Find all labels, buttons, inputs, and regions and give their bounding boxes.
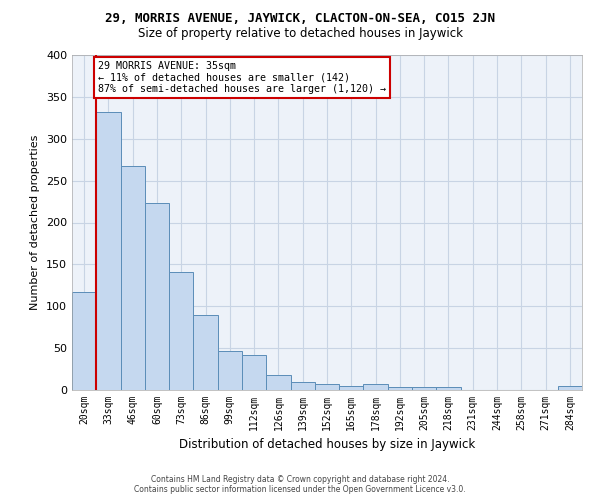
Text: 29, MORRIS AVENUE, JAYWICK, CLACTON-ON-SEA, CO15 2JN: 29, MORRIS AVENUE, JAYWICK, CLACTON-ON-S… xyxy=(105,12,495,26)
Bar xyxy=(412,388,436,390)
Bar xyxy=(266,375,290,390)
Text: Contains HM Land Registry data © Crown copyright and database right 2024.
Contai: Contains HM Land Registry data © Crown c… xyxy=(134,474,466,494)
Bar xyxy=(339,386,364,390)
Bar xyxy=(121,166,145,390)
Bar xyxy=(193,314,218,390)
Bar xyxy=(558,386,582,390)
Bar xyxy=(364,384,388,390)
Bar xyxy=(96,112,121,390)
Y-axis label: Number of detached properties: Number of detached properties xyxy=(31,135,40,310)
X-axis label: Distribution of detached houses by size in Jaywick: Distribution of detached houses by size … xyxy=(179,438,475,452)
Bar xyxy=(218,352,242,390)
Bar xyxy=(72,292,96,390)
Bar xyxy=(388,386,412,390)
Bar xyxy=(145,203,169,390)
Bar xyxy=(315,384,339,390)
Bar xyxy=(290,382,315,390)
Bar xyxy=(242,355,266,390)
Text: Size of property relative to detached houses in Jaywick: Size of property relative to detached ho… xyxy=(137,28,463,40)
Text: 29 MORRIS AVENUE: 35sqm
← 11% of detached houses are smaller (142)
87% of semi-d: 29 MORRIS AVENUE: 35sqm ← 11% of detache… xyxy=(98,61,386,94)
Bar xyxy=(169,272,193,390)
Bar xyxy=(436,386,461,390)
